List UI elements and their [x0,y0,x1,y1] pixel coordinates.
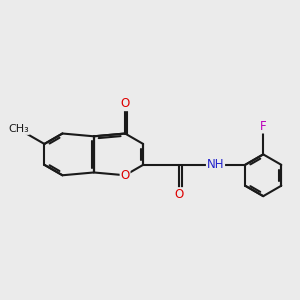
Text: F: F [260,120,266,133]
Text: O: O [175,188,184,201]
Text: CH₃: CH₃ [8,124,29,134]
Text: NH: NH [207,158,224,171]
Text: O: O [121,98,130,110]
Text: O: O [121,169,130,182]
